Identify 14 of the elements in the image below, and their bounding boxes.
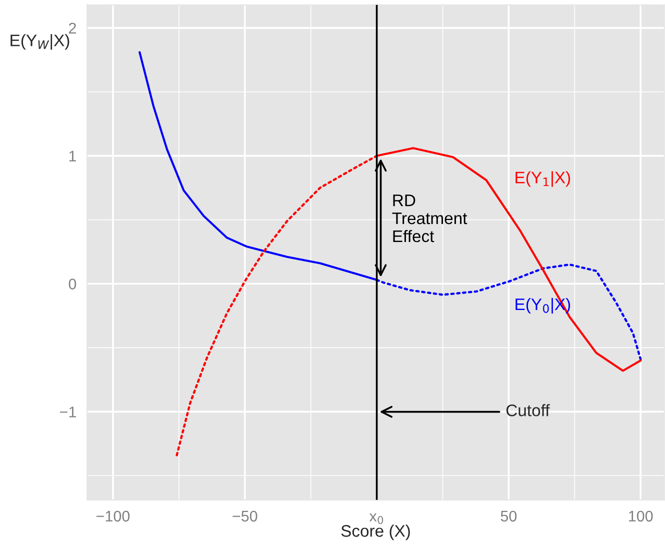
x-axis-title: Score (X)	[341, 524, 410, 540]
annotation: RD Treatment Effect	[392, 194, 468, 242]
annotation: Cutoff	[506, 404, 550, 416]
y-tick-label: 0	[68, 278, 76, 290]
y-tick-label: 2	[68, 22, 76, 34]
x-tick-label: 50	[500, 510, 517, 522]
y-tick-label: −1	[60, 406, 76, 418]
y-axis-title: E(Y$_{W}$|X)	[10, 34, 70, 50]
y-tick-label: 1	[69, 150, 76, 162]
x-tick-label: −50	[232, 510, 258, 522]
x-tick-label: −100	[96, 510, 130, 522]
x-tick-label: 100	[629, 510, 653, 522]
x-tick-label: x$_{0}$	[369, 513, 384, 524]
annotation: E(Y$_{1}$|X)	[516, 171, 570, 187]
